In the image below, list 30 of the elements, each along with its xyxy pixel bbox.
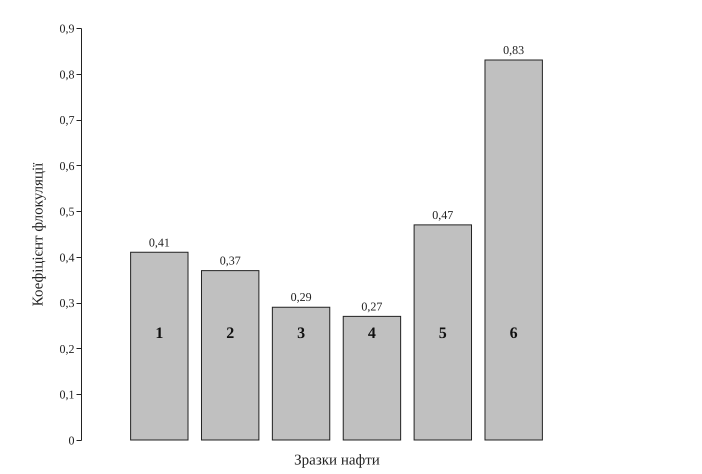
- x-tick-label: 1: [155, 324, 164, 342]
- x-tick-label: 2: [226, 324, 234, 342]
- y-tick-label: 0,8: [60, 67, 74, 82]
- data-label: 0,83: [503, 43, 524, 58]
- data-label: 0,47: [432, 208, 454, 222]
- x-tick-label: 4: [368, 324, 376, 342]
- bar: [200, 270, 260, 440]
- bar: [130, 252, 189, 440]
- data-label: 0,27: [361, 299, 382, 314]
- y-tick-label: 0,7: [60, 113, 74, 128]
- y-tick-label: 0,2: [60, 342, 74, 356]
- y-tick-label: 0,6: [60, 158, 74, 173]
- x-tick-label: 6: [510, 324, 518, 342]
- y-tick-label: 0,3: [60, 296, 74, 310]
- bar: [272, 306, 330, 440]
- y-axis-title: Коефіцієнт флокуляції: [30, 162, 46, 306]
- x-tick-label: 3: [297, 324, 306, 342]
- x-axis-title: Зразки нафти: [294, 452, 380, 468]
- data-label: 0,37: [220, 254, 241, 268]
- data-label: 0,41: [148, 235, 170, 250]
- y-tick-label: 0,9: [60, 22, 74, 36]
- bar: [342, 316, 402, 440]
- y-tick-label: 0,5: [60, 204, 74, 219]
- bar: [484, 60, 543, 440]
- bar: [414, 224, 472, 440]
- y-tick-label: 0: [68, 434, 74, 448]
- x-tick-label: 5: [438, 324, 447, 342]
- y-tick-label: 0,4: [60, 250, 74, 264]
- data-label: 0,29: [290, 290, 312, 304]
- y-tick-label: 0,1: [60, 388, 74, 402]
